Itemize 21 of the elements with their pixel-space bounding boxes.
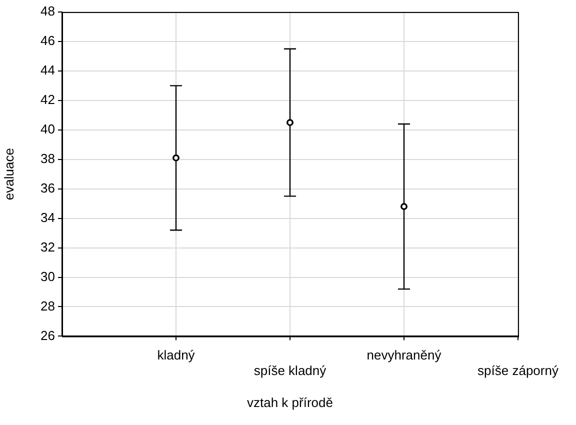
- x-axis-title: vztah k přírodě: [247, 394, 333, 410]
- point: [400, 203, 408, 210]
- y-tick-label: 34: [40, 210, 55, 225]
- point: [172, 154, 180, 162]
- y-tick-label: 32: [40, 239, 55, 254]
- y-tick-label: 42: [40, 92, 55, 107]
- y-tick-label: 36: [40, 180, 55, 196]
- y-tick-label: 26: [40, 328, 55, 343]
- y-axis-title: evaluace: [1, 148, 16, 200]
- y-tick-label: 44: [40, 62, 55, 78]
- y-tick-label: 30: [40, 268, 55, 284]
- x-tick-label: kladný: [157, 348, 196, 363]
- y-tick-label: 48: [40, 4, 55, 19]
- y-tick-label: 28: [40, 298, 55, 314]
- y-tick-label: 46: [40, 33, 55, 48]
- point: [286, 119, 294, 126]
- y-tick-label: 38: [40, 150, 55, 166]
- x-tick-label: spíše kladný: [254, 363, 327, 378]
- x-tick-label: spíše záporný: [478, 363, 559, 378]
- x-tick-label: nevyhraněný: [366, 348, 442, 363]
- y-tick-label: 40: [40, 121, 55, 136]
